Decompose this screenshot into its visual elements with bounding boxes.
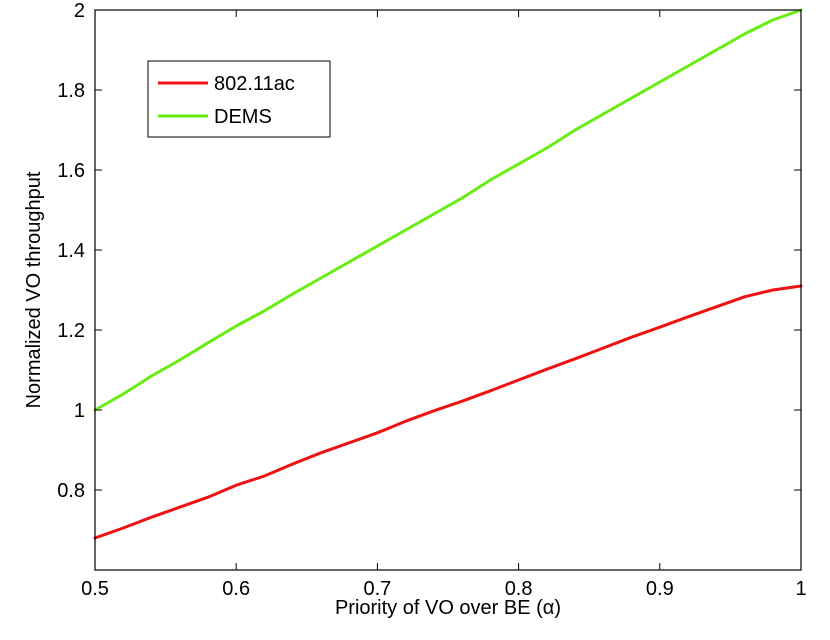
series-line-dems [93, 8, 803, 412]
legend-label-dems: DEMS [214, 106, 272, 128]
series-layer [93, 8, 803, 540]
x-axis-label-symbol: α [543, 597, 555, 619]
x-axis-label: Priority of VO over BE (α) [335, 597, 561, 619]
plot-frame [94, 9, 802, 571]
y-tick-label: 1.6 [57, 160, 85, 182]
x-axis-label-suffix: ) [554, 597, 561, 619]
x-tick-label: 0.7 [363, 578, 391, 600]
x-tick-label: 0.9 [646, 578, 674, 600]
legend-box [147, 60, 331, 138]
y-tick-label: 1 [74, 400, 85, 422]
series-line-802-11ac [93, 284, 803, 540]
y-tick-label: 0.8 [57, 480, 85, 502]
x-tick-label: 0.6 [222, 578, 250, 600]
y-tick-label: 2 [74, 0, 85, 22]
ticks-layer: 0.5 0.6 0.7 0.8 0.9 1 0.8 1 1.2 1.4 1.6 1.8 2 [57, 0, 806, 600]
x-axis-label-text: Priority of VO over BE ( [335, 597, 543, 619]
y-tick-label: 1.2 [57, 320, 85, 342]
x-tick-label: 0.5 [81, 578, 109, 600]
legend: 802.11ac DEMS [147, 60, 331, 138]
y-tick-label: 1.8 [57, 80, 85, 102]
x-tick-label: 1 [795, 578, 806, 600]
legend-label-802-11ac: 802.11ac [214, 73, 295, 95]
y-axis-label: Normalized VO throughput [23, 171, 45, 408]
x-tick-label: 0.8 [505, 578, 533, 600]
y-tick-label: 1.4 [57, 240, 85, 262]
